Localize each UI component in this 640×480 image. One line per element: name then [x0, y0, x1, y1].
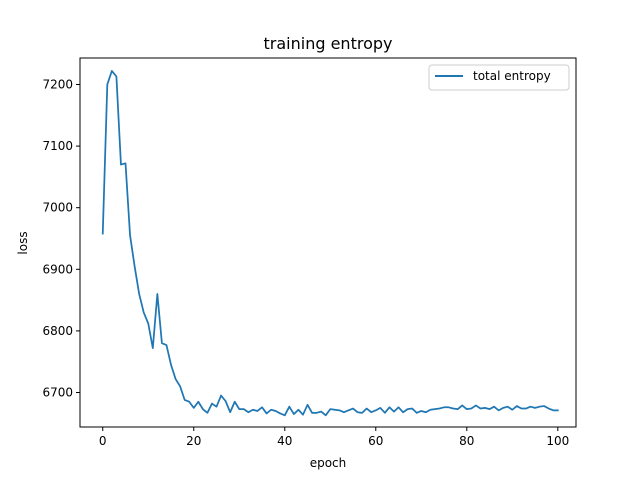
axis-ticks: 0 20 40 60 80 100 6700 6800 6900 7000 7100 7200 — [42, 77, 569, 448]
y-tick-label: 7100 — [42, 139, 73, 153]
x-tick-label: 60 — [368, 434, 383, 448]
y-axis-label: loss — [16, 231, 30, 254]
plot-series — [101, 70, 559, 417]
x-tick-label: 40 — [277, 434, 292, 448]
legend: total entropy — [428, 64, 570, 91]
legend-box — [428, 64, 570, 91]
x-tick-label: 80 — [459, 434, 474, 448]
y-tick-label: 7000 — [42, 201, 73, 215]
x-tick-label: 20 — [186, 434, 201, 448]
x-axis-label: epoch — [310, 456, 347, 470]
x-tick-label: 0 — [99, 434, 107, 448]
legend-label: total entropy — [473, 69, 551, 83]
series-line — [101, 70, 559, 417]
y-tick-label: 7200 — [42, 77, 73, 91]
chart-title: training entropy — [264, 34, 393, 53]
y-tick-label: 6900 — [42, 262, 73, 276]
y-tick-label: 6800 — [42, 324, 73, 338]
y-tick-label: 6700 — [42, 386, 73, 400]
plot-frame — [79, 57, 577, 428]
x-tick-label: 100 — [546, 434, 569, 448]
